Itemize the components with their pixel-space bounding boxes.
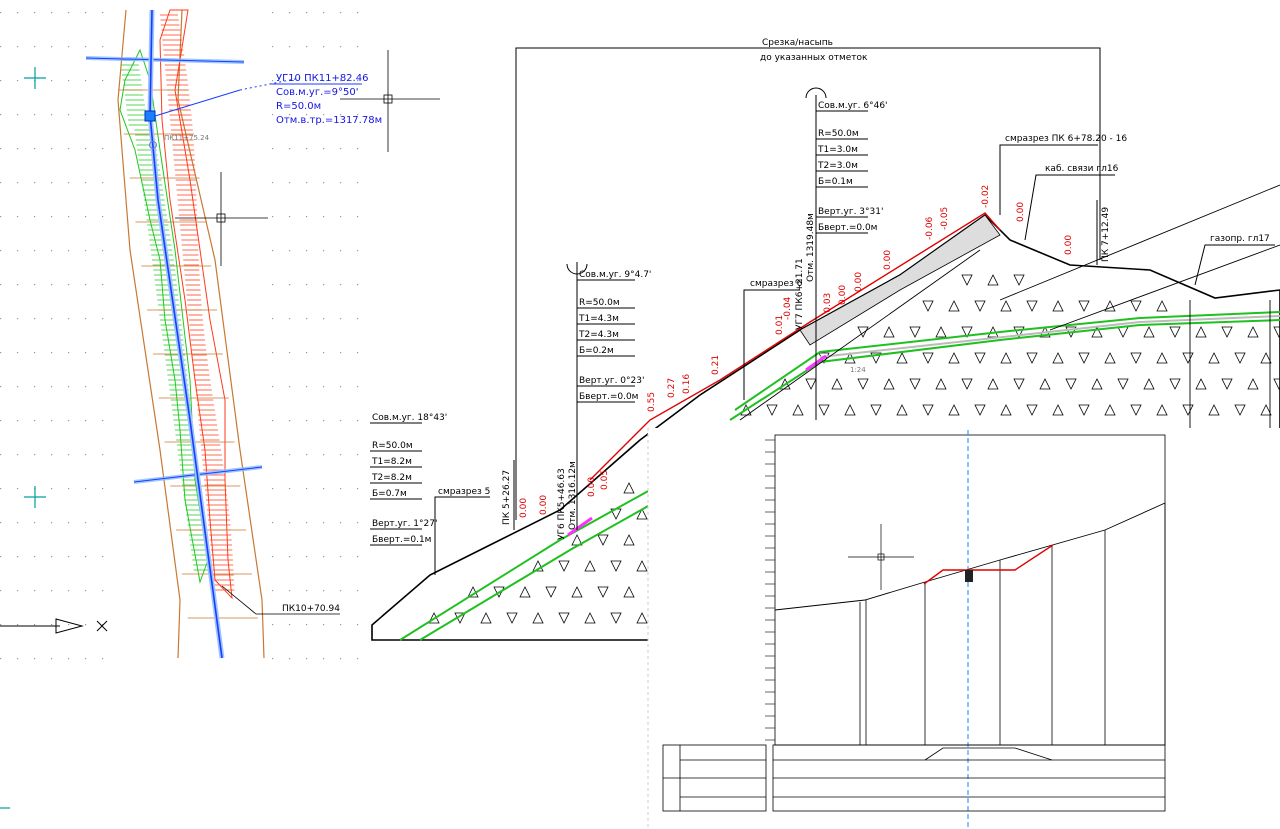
- cut-fill-value: 0.55: [647, 392, 657, 412]
- table-cell: Бверт.=0.0м: [579, 392, 638, 402]
- station-mark: ПК11+75.24: [164, 134, 210, 142]
- table-cell: Т1=8.2м: [371, 457, 412, 467]
- cut-fill-value: 0.00: [519, 498, 529, 518]
- cut-fill-value: 0.00: [1064, 235, 1074, 255]
- cut-fill-value: -0.06: [925, 216, 935, 240]
- cursor-crosshair-icon[interactable]: [175, 50, 440, 266]
- cut-fill-value: -0.05: [940, 207, 950, 230]
- radius-label: R=50.0м: [276, 101, 321, 112]
- table-cell: Т1=4.3м: [578, 314, 619, 324]
- table-cell: Сов.м.уг. 6°46': [818, 101, 888, 111]
- close-x-icon: [96, 620, 108, 632]
- vertex-grip[interactable]: [144, 110, 156, 122]
- ug6-label: УГ6 ПК5+46.63: [557, 468, 567, 540]
- table-cell: Бверт.=0.0м: [818, 223, 877, 233]
- cut-fill-value: -0.02: [981, 185, 991, 208]
- table-cell: Т2=8.2м: [371, 473, 412, 483]
- header-line1: Срезка/насыпь: [762, 38, 833, 48]
- header-line2: до указанных отметок: [760, 53, 868, 63]
- table-cell: Б=0.1м: [818, 177, 853, 187]
- ground-line: [774, 502, 1166, 611]
- pk-712-label: ПК 7+12.49: [1101, 207, 1111, 262]
- ug7-elev: Отм. 1319.48м: [806, 213, 816, 282]
- cut-fill-value: 0.00: [883, 250, 893, 270]
- design-trench: [923, 544, 1054, 585]
- slope-label: 1:24: [850, 366, 866, 374]
- cut-fill-value: 0.00: [539, 495, 549, 515]
- cut-fill-value: -0.04: [783, 296, 793, 320]
- table-cell: R=50.0м: [579, 298, 620, 308]
- plan-view: УГ10 ПК11+82.46 Сов.м.уг.=9°50' R=50.0м …: [0, 9, 670, 809]
- station-label: ПК10+70.94: [282, 604, 340, 614]
- angle-label: УГ10 ПК11+82.46: [276, 73, 368, 84]
- table-cell: Сов.м.уг. 9°4.7': [579, 270, 651, 280]
- table-cell: R=50.0м: [818, 129, 859, 139]
- cut-fill-value: 0.01: [775, 315, 785, 335]
- table-cell: Т2=4.3м: [578, 330, 619, 340]
- table-cell: Т2=3.0м: [817, 161, 858, 171]
- section-5-label: смразрез 5: [438, 487, 490, 497]
- ucs-arrow-icon: [55, 618, 84, 634]
- crosshair-icon: [0, 67, 670, 809]
- pipe-elevation: Отм.в.тр.=1317.78м: [276, 115, 382, 126]
- profile-sheet: [647, 428, 1280, 829]
- table-cell: Сов.м.уг. 18°43': [372, 413, 447, 423]
- cut-fill-value: -0.03: [823, 293, 833, 316]
- cut-fill-value: 0.00: [838, 285, 848, 305]
- alignment-line: [149, 9, 223, 659]
- gas-pipe-label: газопр. гл17: [1210, 234, 1270, 244]
- table-cell: Верт.уг. 1°27': [372, 519, 437, 529]
- cursor-crosshair-icon[interactable]: [848, 524, 914, 590]
- ug6-elev: Отм. 1316.12м: [568, 461, 578, 530]
- table-cell: Бверт.=0.1м: [372, 535, 431, 545]
- cable-label: каб. связи гл16: [1045, 164, 1119, 174]
- ug7-label: УГ7 ПК6+21.71: [795, 258, 805, 330]
- cut-fill-values: 0.00 0.000.00 0.050.550.27 0.160.210.01-0.0…: [519, 185, 1074, 518]
- table-cell: Верт.уг. 3°31': [818, 207, 883, 217]
- section-6-label: смразрез 6: [750, 279, 803, 289]
- section-16-label: смразрез ПК 6+78.20 - 16: [1005, 134, 1127, 144]
- cut-fill-value: 0.27: [667, 378, 677, 398]
- table-cell: Верт.уг. 0°23': [579, 376, 644, 386]
- pk-526-label: ПК 5+26.27: [502, 470, 512, 525]
- table-cell: R=50.0м: [372, 441, 413, 451]
- profile-table: [662, 744, 1166, 812]
- cut-fill-value: 0.16: [682, 374, 692, 394]
- angle-value: Сов.м.уг.=9°50': [276, 87, 358, 98]
- table-cell: Т1=3.0м: [817, 145, 858, 155]
- cut-fill-value: 0.00: [1016, 202, 1026, 222]
- cut-fill-value: 0.21: [711, 355, 721, 375]
- table-cell: Б=0.2м: [579, 346, 614, 356]
- cut-fill-value: 0.05: [600, 470, 610, 490]
- grid-dots: [0, 12, 359, 660]
- table-cell: Б=0.7м: [372, 489, 407, 499]
- cut-fill-value: 0.00: [587, 477, 597, 497]
- cut-fill-value: 0.00: [854, 272, 864, 292]
